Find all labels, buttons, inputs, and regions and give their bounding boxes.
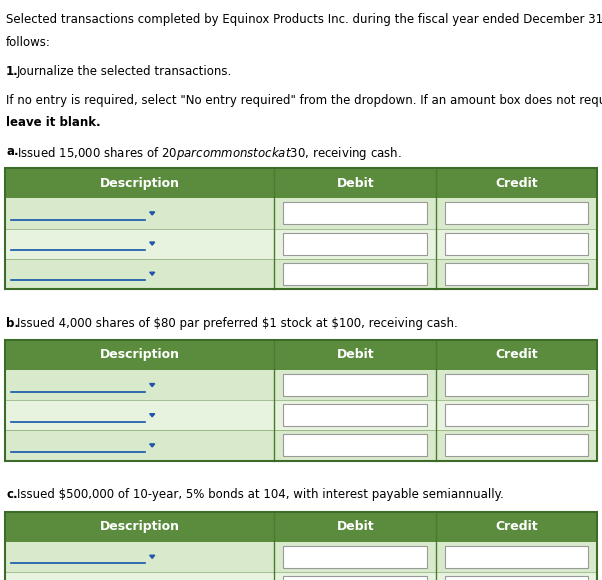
Bar [5, 572, 597, 580]
Bar [5, 229, 597, 259]
Bar [284, 404, 427, 426]
Bar [5, 430, 597, 461]
Bar [5, 512, 597, 542]
Bar [5, 340, 597, 370]
Bar [284, 576, 427, 580]
Text: Description: Description [99, 177, 179, 190]
Text: Issued 4,000 shares of $80 par preferred $1 stock at $100, receiving cash.: Issued 4,000 shares of $80 par preferred… [17, 317, 458, 329]
Bar [445, 374, 588, 396]
Bar [284, 546, 427, 568]
Bar [284, 202, 427, 224]
Bar [445, 263, 588, 285]
Text: b.: b. [6, 317, 19, 329]
Text: Description: Description [99, 349, 179, 361]
Bar [445, 202, 588, 224]
Text: Issued 15,000 shares of $20 par common stock at $30, receiving cash.: Issued 15,000 shares of $20 par common s… [17, 145, 402, 162]
Text: Debit: Debit [337, 520, 374, 533]
Bar [5, 168, 597, 289]
Bar [5, 259, 597, 289]
Polygon shape [150, 444, 155, 447]
Polygon shape [150, 272, 155, 276]
Polygon shape [150, 555, 155, 559]
Bar [5, 400, 597, 430]
Bar [284, 434, 427, 456]
Text: Credit: Credit [495, 349, 538, 361]
Text: follows:: follows: [6, 36, 51, 49]
Bar [445, 233, 588, 255]
Polygon shape [150, 414, 155, 417]
Bar [445, 576, 588, 580]
Bar [284, 263, 427, 285]
Text: If no entry is required, select "No entry required" from the dropdown. If an amo: If no entry is required, select "No entr… [6, 94, 602, 107]
Bar [445, 546, 588, 568]
Text: c.: c. [6, 488, 17, 501]
Polygon shape [150, 212, 155, 215]
Bar [284, 233, 427, 255]
Text: 1.: 1. [6, 65, 19, 78]
Bar [5, 370, 597, 400]
Bar [5, 340, 597, 461]
Bar [445, 404, 588, 426]
Text: Selected transactions completed by Equinox Products Inc. during the fiscal year : Selected transactions completed by Equin… [6, 13, 602, 26]
Bar [5, 168, 597, 198]
Text: Description: Description [99, 520, 179, 533]
Text: leave it blank.: leave it blank. [6, 116, 101, 129]
Polygon shape [150, 242, 155, 245]
Polygon shape [150, 383, 155, 387]
Text: Issued $500,000 of 10-year, 5% bonds at 104, with interest payable semiannually.: Issued $500,000 of 10-year, 5% bonds at … [17, 488, 504, 501]
Text: a.: a. [6, 145, 19, 158]
Bar [5, 198, 597, 229]
Bar [5, 542, 597, 572]
Text: Debit: Debit [337, 349, 374, 361]
Text: Journalize the selected transactions.: Journalize the selected transactions. [17, 65, 232, 78]
Text: Credit: Credit [495, 520, 538, 533]
Bar [5, 512, 597, 580]
Text: Debit: Debit [337, 177, 374, 190]
Text: Credit: Credit [495, 177, 538, 190]
Bar [445, 434, 588, 456]
Bar [284, 374, 427, 396]
